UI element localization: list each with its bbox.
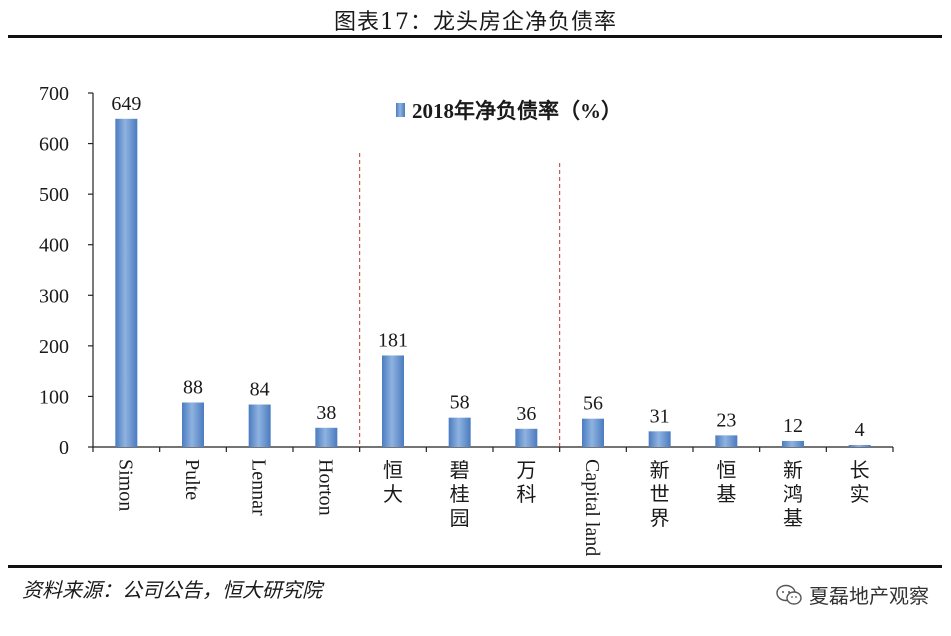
data-label: 4 xyxy=(855,419,865,441)
y-tick-label: 100 xyxy=(39,386,69,408)
x-tick-label: 长实 xyxy=(850,459,870,506)
x-tick-label: 万科 xyxy=(516,460,536,506)
y-tick-label: 600 xyxy=(39,134,69,156)
x-tick-label: Simon xyxy=(114,459,136,511)
chart-labels: 649 Simon 88 Pulte 84 Lennar 38 Horton 181 恒大 58 碧桂… xyxy=(111,93,869,556)
data-label: 23 xyxy=(716,409,736,431)
figure-title: 图表17：龙头房企净负债率 xyxy=(334,10,617,35)
x-tick-label: 恒基 xyxy=(716,459,736,506)
data-label: 56 xyxy=(583,393,603,415)
watermark-text: 夏磊地产观察 xyxy=(809,584,929,608)
bar xyxy=(582,418,604,447)
data-label: 38 xyxy=(316,402,336,424)
bar-chart: 0 100 200 300 400 500 600 700 649 Simon 88 Pulte 84… xyxy=(39,83,894,556)
data-label: 84 xyxy=(250,379,270,401)
data-label: 36 xyxy=(516,403,536,425)
bottom-rule xyxy=(8,565,942,568)
data-label: 649 xyxy=(111,93,141,115)
x-tick-label: 新鸿基 xyxy=(783,459,803,530)
y-tick-label: 700 xyxy=(39,83,69,105)
bar xyxy=(448,417,471,447)
watermark: 夏磊地产观察 xyxy=(775,580,929,609)
wechat-icon xyxy=(776,584,802,605)
bar xyxy=(648,431,671,447)
legend-label: 2018年净负债率（%） xyxy=(412,99,622,123)
chart-legend: 2018年净负债率（%） xyxy=(396,99,622,123)
top-rule xyxy=(8,35,942,38)
x-tick-label: Horton xyxy=(314,459,336,516)
chart-axes: 0 100 200 300 400 500 600 700 xyxy=(39,83,894,459)
y-tick-label: 500 xyxy=(39,184,69,206)
bar xyxy=(515,428,538,447)
data-label: 31 xyxy=(650,405,670,427)
y-tick-label: 0 xyxy=(59,437,69,459)
bar xyxy=(382,355,404,447)
bar xyxy=(782,440,804,447)
bar xyxy=(182,402,204,447)
bar xyxy=(248,404,271,447)
legend-swatch xyxy=(396,103,405,117)
y-tick-label: 300 xyxy=(39,285,69,307)
source-note: 资料来源：公司公告，恒大研究院 xyxy=(22,578,322,602)
bar xyxy=(848,444,871,447)
x-tick-label: 新世界 xyxy=(650,459,670,530)
y-tick-label: 200 xyxy=(39,336,69,358)
x-tick-label: 恒大 xyxy=(383,459,403,506)
data-label: 58 xyxy=(450,392,470,414)
y-tick-label: 400 xyxy=(39,235,69,257)
x-tick-label: Capital land xyxy=(581,459,603,556)
data-label: 88 xyxy=(183,376,203,398)
chart-bars xyxy=(115,118,871,447)
x-tick-label: 碧桂园 xyxy=(450,459,470,530)
x-tick-label: Lennar xyxy=(248,459,270,516)
x-tick-label: Pulte xyxy=(181,459,203,500)
bar xyxy=(315,427,338,447)
data-label: 12 xyxy=(783,415,803,437)
bar xyxy=(715,435,738,447)
bar xyxy=(115,118,138,447)
data-label: 181 xyxy=(378,329,408,351)
